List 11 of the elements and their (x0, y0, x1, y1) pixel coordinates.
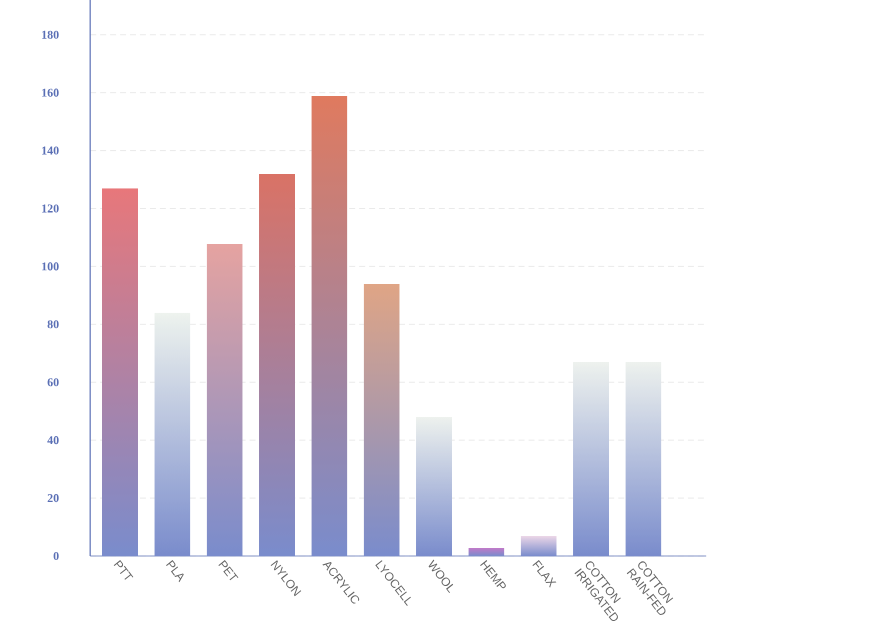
bar (363, 284, 400, 556)
bar (468, 548, 505, 556)
bar (259, 174, 296, 556)
bar (416, 417, 453, 556)
bar (102, 188, 138, 556)
bar (311, 96, 348, 556)
bar (154, 312, 191, 556)
bar (625, 362, 662, 556)
bar (573, 362, 610, 556)
bar (520, 536, 557, 556)
bar (206, 244, 243, 556)
